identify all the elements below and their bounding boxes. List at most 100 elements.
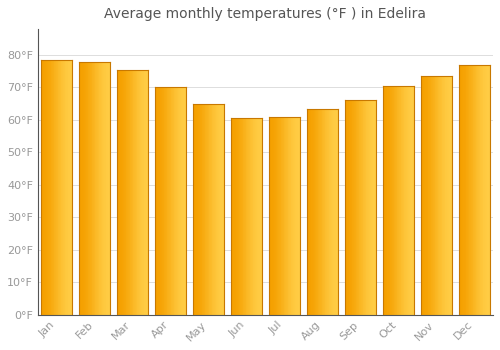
Bar bbox=[274, 117, 275, 315]
Bar bbox=[97, 62, 98, 315]
Bar bbox=[361, 100, 362, 315]
Bar bbox=[106, 62, 107, 315]
Bar bbox=[250, 118, 251, 315]
Bar bbox=[404, 86, 405, 315]
Bar bbox=[63, 60, 64, 315]
Bar bbox=[357, 100, 358, 315]
Bar bbox=[60, 60, 62, 315]
Bar bbox=[48, 60, 49, 315]
Bar bbox=[292, 117, 293, 315]
Bar bbox=[394, 86, 395, 315]
Bar bbox=[179, 88, 180, 315]
Bar bbox=[169, 88, 170, 315]
Bar bbox=[429, 76, 430, 315]
Bar bbox=[371, 100, 372, 315]
Bar bbox=[297, 117, 298, 315]
Bar bbox=[105, 62, 106, 315]
Bar bbox=[466, 65, 467, 315]
Bar bbox=[480, 65, 481, 315]
Bar bbox=[288, 117, 289, 315]
Bar bbox=[458, 65, 460, 315]
Bar bbox=[59, 60, 60, 315]
Bar bbox=[405, 86, 406, 315]
Bar bbox=[64, 60, 66, 315]
Bar bbox=[101, 62, 102, 315]
Bar bbox=[374, 100, 375, 315]
Bar bbox=[87, 62, 88, 315]
Bar bbox=[212, 104, 213, 315]
Bar bbox=[210, 104, 211, 315]
Bar bbox=[83, 62, 84, 315]
Bar bbox=[86, 62, 87, 315]
Bar bbox=[279, 117, 280, 315]
Bar bbox=[475, 65, 476, 315]
Bar bbox=[382, 86, 384, 315]
Bar bbox=[88, 62, 90, 315]
Bar bbox=[286, 117, 288, 315]
Bar bbox=[354, 100, 355, 315]
Bar bbox=[299, 117, 300, 315]
Bar bbox=[107, 62, 108, 315]
Bar bbox=[308, 108, 309, 315]
Bar bbox=[204, 104, 206, 315]
Bar bbox=[271, 117, 272, 315]
Bar bbox=[177, 88, 178, 315]
Bar bbox=[477, 65, 478, 315]
Bar bbox=[346, 100, 347, 315]
Bar bbox=[164, 88, 165, 315]
Bar bbox=[200, 104, 202, 315]
Bar bbox=[242, 118, 244, 315]
Bar bbox=[486, 65, 488, 315]
Bar bbox=[234, 118, 235, 315]
Bar bbox=[347, 100, 348, 315]
Bar bbox=[155, 88, 156, 315]
Bar bbox=[57, 60, 58, 315]
Bar bbox=[260, 118, 261, 315]
Bar bbox=[135, 70, 136, 315]
Bar bbox=[334, 108, 335, 315]
Bar bbox=[144, 70, 145, 315]
Bar bbox=[172, 88, 173, 315]
Bar bbox=[117, 70, 118, 315]
Bar bbox=[402, 86, 403, 315]
Bar bbox=[50, 60, 51, 315]
Bar bbox=[127, 70, 128, 315]
Bar bbox=[390, 86, 391, 315]
Bar bbox=[470, 65, 471, 315]
Bar bbox=[245, 118, 246, 315]
Bar bbox=[317, 108, 318, 315]
Bar bbox=[326, 108, 327, 315]
Bar bbox=[396, 86, 398, 315]
Bar bbox=[447, 76, 448, 315]
Bar bbox=[211, 104, 212, 315]
Bar bbox=[438, 76, 440, 315]
Bar bbox=[413, 86, 414, 315]
Bar bbox=[182, 88, 183, 315]
Bar bbox=[124, 70, 125, 315]
Bar bbox=[375, 100, 376, 315]
Bar bbox=[309, 108, 310, 315]
Bar bbox=[403, 86, 404, 315]
Bar bbox=[336, 108, 337, 315]
Bar bbox=[139, 70, 140, 315]
Bar bbox=[410, 86, 412, 315]
Bar bbox=[398, 86, 399, 315]
Bar bbox=[69, 60, 70, 315]
Bar bbox=[290, 117, 292, 315]
Bar bbox=[258, 118, 259, 315]
Bar bbox=[237, 118, 238, 315]
Bar bbox=[138, 70, 139, 315]
Bar bbox=[385, 86, 386, 315]
Bar bbox=[362, 100, 364, 315]
Bar bbox=[82, 62, 83, 315]
Bar bbox=[275, 117, 276, 315]
Bar bbox=[217, 104, 218, 315]
Bar bbox=[465, 65, 466, 315]
Bar bbox=[412, 86, 413, 315]
Bar bbox=[393, 86, 394, 315]
Bar bbox=[337, 108, 338, 315]
Bar bbox=[142, 70, 143, 315]
Bar bbox=[424, 76, 426, 315]
Bar bbox=[125, 70, 126, 315]
Bar bbox=[280, 117, 281, 315]
